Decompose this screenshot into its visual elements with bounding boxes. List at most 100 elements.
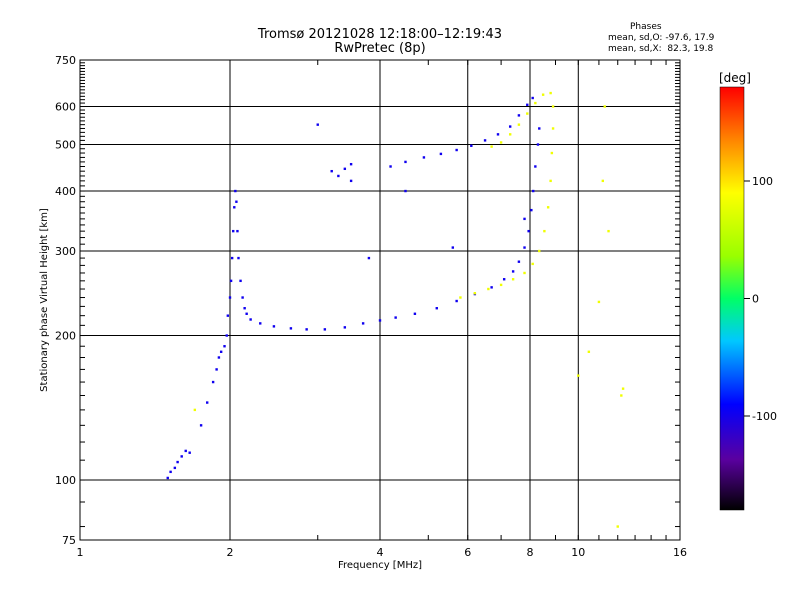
data-point-x — [508, 133, 512, 136]
colorbar-ticks: 100 0 -100 — [744, 175, 777, 423]
data-point-o — [343, 167, 347, 171]
data-point-o — [330, 169, 333, 173]
y-tick-label: 400 — [55, 185, 76, 198]
data-point-o — [361, 322, 365, 325]
data-point-o — [211, 380, 215, 384]
data-point-o — [531, 96, 534, 100]
data-point-o — [517, 260, 521, 263]
data-point-o — [241, 296, 244, 299]
data-point-o — [205, 401, 209, 404]
data-point-o — [215, 368, 218, 371]
y-tick-label: 600 — [55, 101, 76, 114]
data-point-o — [527, 229, 530, 233]
data-point-x — [534, 101, 537, 105]
colorbar-tick-label: 0 — [752, 293, 759, 306]
phases-x-line: mean, sd,X: 82.3, 19.8 — [608, 44, 714, 54]
data-point-o — [349, 179, 353, 183]
y-axis-label: Stationary phase Virtual Height [km] — [39, 208, 50, 392]
data-point-x — [621, 387, 625, 390]
data-point-x — [526, 112, 529, 115]
data-point-x — [597, 300, 601, 304]
data-point-o — [219, 350, 223, 353]
data-point-o — [530, 208, 533, 212]
y-tick-label: 200 — [55, 330, 76, 343]
data-point-x — [459, 296, 462, 299]
x-tick-label: 10 — [571, 546, 585, 559]
data-point-o — [496, 133, 500, 136]
data-point-o — [404, 160, 407, 164]
data-point-x — [616, 525, 619, 528]
data-point-x — [490, 145, 493, 148]
data-point-o — [239, 279, 242, 283]
data-point-o — [235, 200, 238, 203]
x-tick-label: 2 — [227, 546, 234, 559]
x-tick-label: 4 — [377, 546, 384, 559]
data-point-o — [508, 125, 512, 128]
y-tick-label: 750 — [55, 54, 76, 67]
data-point-o — [259, 322, 262, 325]
data-point-x — [523, 271, 526, 275]
data-point-o — [229, 279, 233, 283]
x-tick-label: 1 — [77, 546, 84, 559]
data-point-o — [199, 424, 203, 427]
x-tick-label: 6 — [464, 546, 471, 559]
data-point-x — [549, 91, 552, 95]
data-point-o — [223, 345, 226, 348]
data-point-x — [577, 374, 580, 377]
data-point-x — [549, 179, 552, 183]
data-point-x — [551, 127, 555, 130]
data-point-o — [323, 328, 327, 331]
data-point-o — [455, 148, 458, 152]
x-tick-label: 8 — [527, 546, 534, 559]
data-point-o — [233, 206, 236, 209]
data-point-o — [316, 123, 319, 126]
data-point-o — [173, 466, 177, 470]
data-point-o — [439, 152, 443, 156]
data-point-o — [502, 278, 506, 281]
data-point-x — [601, 179, 605, 183]
data-point-o — [188, 451, 191, 454]
colorbar-tick-label: 100 — [752, 175, 773, 188]
data-point-x — [499, 141, 503, 144]
colorbar-tick-label: -100 — [752, 410, 777, 423]
data-point-o — [511, 270, 515, 273]
data-point-o — [176, 460, 179, 464]
data-point-o — [523, 246, 526, 249]
data-point-o — [378, 319, 382, 322]
data-point-x — [607, 229, 610, 233]
data-point-x — [603, 105, 606, 108]
data-point-o — [230, 256, 234, 260]
data-point-x — [551, 105, 555, 108]
data-point-o — [226, 314, 230, 317]
data-point-o — [217, 356, 221, 359]
y-tick-labels: 75 100 200 300 400 500 600 750 — [55, 54, 76, 547]
data-point-o — [490, 286, 493, 289]
data-point-o — [523, 217, 526, 221]
data-point-o — [538, 127, 541, 130]
data-point-o — [228, 296, 232, 299]
data-point-o — [236, 229, 239, 233]
data-point-o — [249, 318, 252, 321]
data-point-o — [337, 174, 340, 178]
data-point-o — [349, 162, 353, 166]
data-point-o — [234, 189, 237, 193]
data-point-o — [470, 144, 473, 147]
data-point-o — [245, 312, 248, 315]
phases-title: Phases — [630, 22, 662, 32]
data-point-x — [543, 229, 546, 233]
y-tick-label: 75 — [62, 534, 76, 547]
data-point-x — [550, 151, 554, 155]
x-tick-label: 16 — [673, 546, 687, 559]
colorbar — [719, 86, 745, 511]
data-point-o — [184, 449, 187, 453]
data-point-x — [541, 93, 545, 96]
data-point-o — [422, 156, 426, 159]
data-point-o — [404, 189, 407, 193]
data-points — [166, 91, 625, 528]
data-point-o — [343, 326, 347, 329]
data-point-o — [272, 325, 276, 328]
data-point-o — [225, 334, 228, 337]
data-point-x — [487, 287, 490, 291]
axis-ticks — [79, 60, 681, 540]
